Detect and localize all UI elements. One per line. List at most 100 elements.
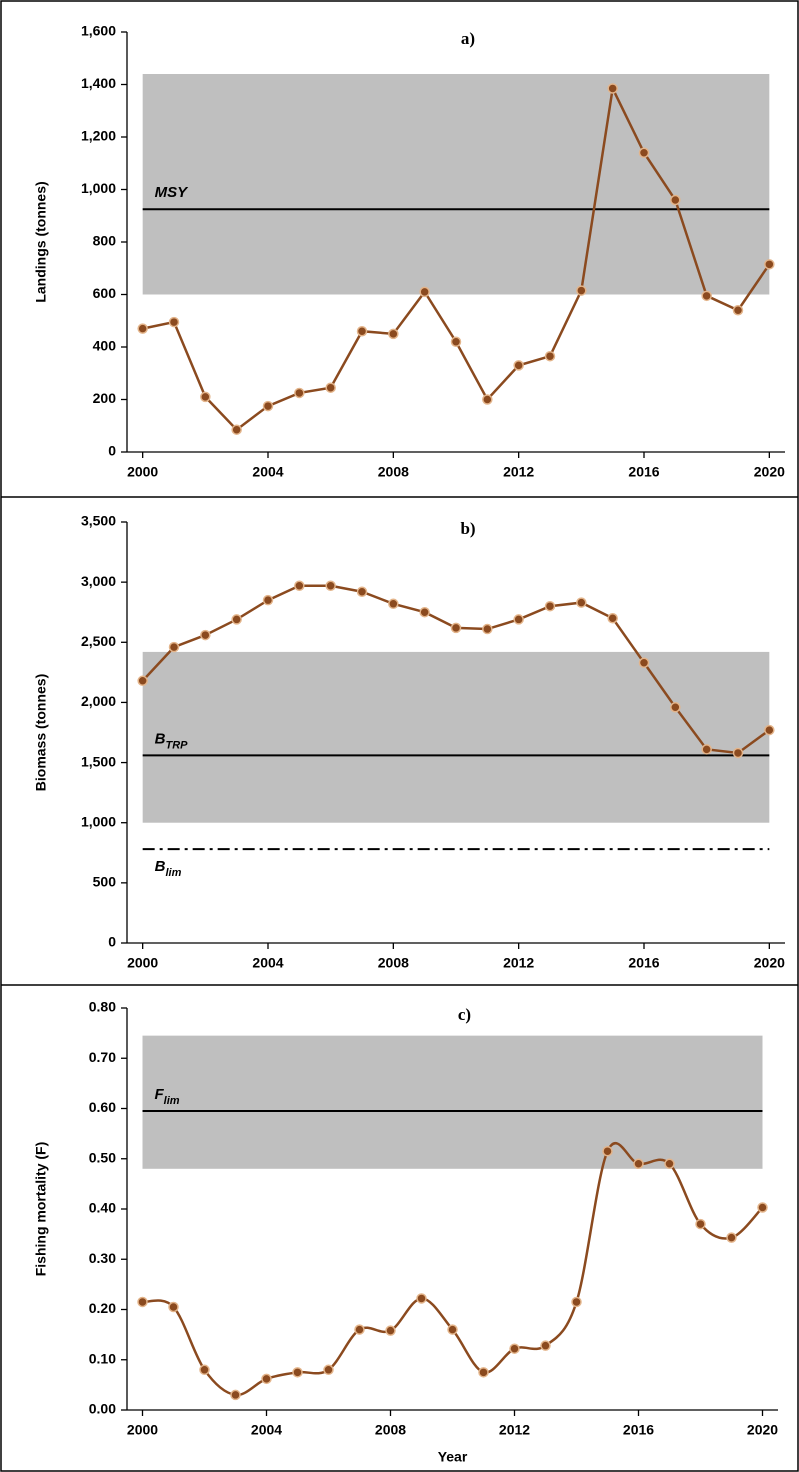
panel-title: c) xyxy=(458,1005,471,1024)
data-point xyxy=(664,1158,675,1170)
data-point xyxy=(638,147,650,158)
y-tick-label: 600 xyxy=(93,285,117,301)
y-axis-title: Fishing mortality (F) xyxy=(33,1142,49,1277)
data-point xyxy=(509,1343,520,1354)
data-point xyxy=(695,1218,706,1230)
data-point xyxy=(638,657,650,668)
data-point xyxy=(571,1296,582,1308)
y-tick-label: 0.00 xyxy=(89,1401,116,1417)
data-point xyxy=(262,400,274,412)
data-point xyxy=(450,622,462,634)
data-point xyxy=(200,629,211,641)
x-axis-title: Year xyxy=(438,1449,468,1465)
y-tick-label: 3,500 xyxy=(81,513,116,529)
data-point xyxy=(292,1367,303,1378)
data-point xyxy=(633,1158,644,1170)
x-tick-label: 2020 xyxy=(747,1422,778,1438)
data-point xyxy=(701,290,712,302)
data-point xyxy=(419,606,430,618)
y-tick-label: 0.30 xyxy=(89,1250,116,1266)
data-point xyxy=(513,360,524,371)
x-tick-label: 2020 xyxy=(754,955,785,971)
data-point xyxy=(262,594,274,606)
data-point xyxy=(231,614,242,625)
y-tick-label: 0.50 xyxy=(89,1149,116,1165)
reference-label-text: MSY xyxy=(155,184,190,201)
reference-label: MSY xyxy=(155,184,190,201)
data-point xyxy=(478,1367,489,1378)
x-tick-label: 2000 xyxy=(127,464,158,480)
data-point xyxy=(325,382,336,393)
y-tick-label: 1,500 xyxy=(81,753,116,769)
y-tick-label: 200 xyxy=(93,390,117,406)
data-point xyxy=(764,724,775,736)
data-point xyxy=(447,1324,458,1335)
x-tick-label: 2012 xyxy=(503,464,534,480)
y-tick-label: 1,000 xyxy=(81,180,116,196)
x-tick-label: 2000 xyxy=(127,1422,158,1438)
x-tick-label: 2016 xyxy=(628,955,659,971)
data-point xyxy=(168,641,180,653)
reference-label-sub: TRP xyxy=(166,739,189,751)
data-point xyxy=(200,391,211,403)
data-point xyxy=(416,1293,427,1304)
data-point xyxy=(726,1232,737,1243)
y-tick-label: 0.70 xyxy=(89,1049,116,1065)
reference-label: Blim xyxy=(155,858,182,879)
data-point xyxy=(732,305,744,316)
shaded-range xyxy=(142,651,770,823)
y-axis-title: Landings (tonnes) xyxy=(33,181,49,302)
data-point xyxy=(670,194,681,206)
data-point xyxy=(388,598,399,610)
data-point xyxy=(323,1364,334,1376)
y-tick-label: 500 xyxy=(93,874,117,890)
y-tick-label: 1,000 xyxy=(81,813,116,829)
data-point xyxy=(231,424,242,435)
panel-title: b) xyxy=(460,519,475,538)
x-tick-label: 2020 xyxy=(754,464,785,480)
data-point xyxy=(385,1325,396,1336)
x-tick-label: 2016 xyxy=(623,1422,654,1438)
data-point xyxy=(137,675,148,687)
y-tick-label: 3,000 xyxy=(81,573,116,589)
x-tick-label: 2012 xyxy=(499,1422,530,1438)
x-tick-label: 2012 xyxy=(503,955,534,971)
data-point xyxy=(576,285,587,296)
data-point xyxy=(294,387,305,399)
data-point xyxy=(732,747,744,759)
x-tick-label: 2004 xyxy=(251,1422,282,1438)
panel-title: a) xyxy=(461,29,475,48)
y-tick-label: 0.10 xyxy=(89,1350,116,1366)
data-point xyxy=(602,1145,613,1157)
data-point xyxy=(764,259,775,270)
data-point xyxy=(294,580,305,592)
x-tick-label: 2004 xyxy=(252,464,283,480)
data-point xyxy=(419,286,430,298)
data-point xyxy=(450,336,462,347)
y-tick-label: 400 xyxy=(93,338,117,354)
data-point xyxy=(354,1324,365,1335)
data-point xyxy=(576,597,587,608)
x-tick-label: 2008 xyxy=(378,464,409,480)
y-tick-label: 1,200 xyxy=(81,128,116,144)
y-tick-label: 2,000 xyxy=(81,693,116,709)
reference-label: BTRP xyxy=(155,730,189,751)
data-line xyxy=(142,1142,764,1397)
data-point xyxy=(701,744,712,755)
data-point xyxy=(137,1296,148,1308)
data-point xyxy=(544,600,556,612)
y-tick-label: 2,500 xyxy=(81,633,116,649)
data-point xyxy=(230,1389,241,1401)
reference-label: Flim xyxy=(155,1086,180,1107)
y-tick-label: 1,400 xyxy=(81,75,116,91)
y-tick-label: 1,600 xyxy=(81,23,116,39)
x-tick-label: 2016 xyxy=(628,464,659,480)
y-tick-label: 0.60 xyxy=(89,1099,116,1115)
data-point xyxy=(168,1301,179,1313)
data-point xyxy=(325,580,336,592)
y-tick-label: 0.80 xyxy=(89,999,116,1015)
reference-label-text: B xyxy=(155,858,166,875)
reference-label-text: F xyxy=(155,1086,165,1103)
